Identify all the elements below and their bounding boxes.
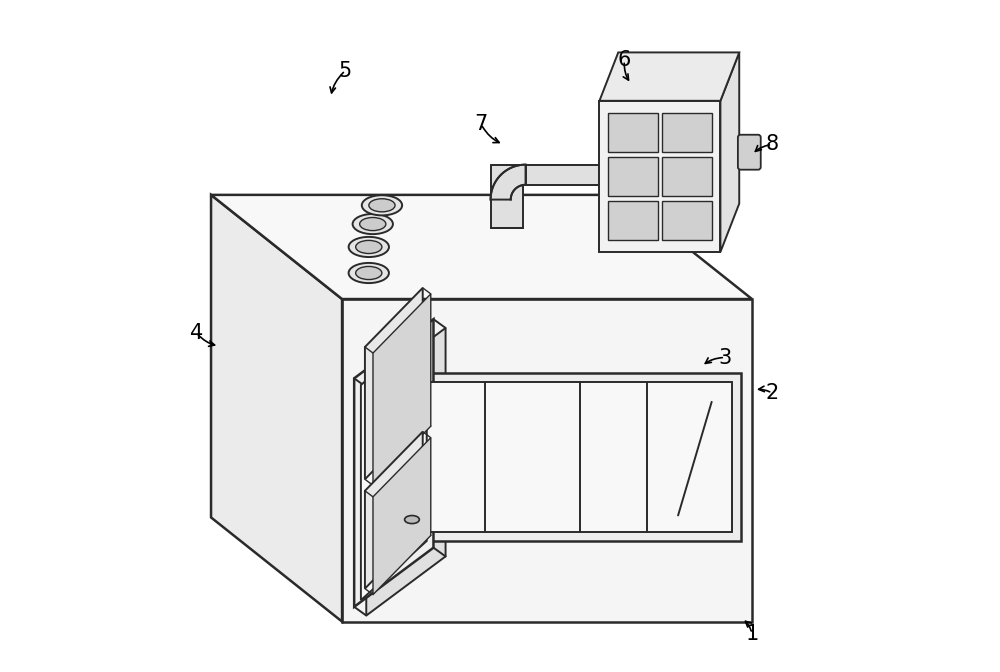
Text: 4: 4 bbox=[190, 323, 203, 343]
Polygon shape bbox=[608, 113, 658, 153]
Ellipse shape bbox=[353, 214, 393, 234]
Polygon shape bbox=[365, 431, 423, 589]
Ellipse shape bbox=[349, 263, 389, 283]
Text: 7: 7 bbox=[475, 114, 488, 134]
Polygon shape bbox=[491, 165, 523, 228]
Polygon shape bbox=[211, 195, 342, 622]
Polygon shape bbox=[662, 200, 712, 240]
Polygon shape bbox=[373, 437, 431, 595]
Ellipse shape bbox=[405, 515, 419, 523]
Polygon shape bbox=[599, 52, 739, 101]
Polygon shape bbox=[354, 319, 433, 607]
Polygon shape bbox=[371, 373, 741, 541]
Text: 8: 8 bbox=[766, 134, 779, 155]
Polygon shape bbox=[366, 328, 446, 616]
Polygon shape bbox=[662, 157, 712, 196]
Text: 6: 6 bbox=[618, 50, 631, 71]
Ellipse shape bbox=[369, 199, 395, 212]
Polygon shape bbox=[380, 382, 732, 532]
Polygon shape bbox=[365, 288, 423, 479]
FancyBboxPatch shape bbox=[738, 134, 761, 169]
Polygon shape bbox=[608, 200, 658, 240]
Ellipse shape bbox=[356, 266, 382, 280]
Text: 3: 3 bbox=[718, 347, 732, 368]
Text: 1: 1 bbox=[745, 624, 759, 644]
Ellipse shape bbox=[360, 218, 386, 230]
Polygon shape bbox=[599, 101, 720, 252]
Polygon shape bbox=[608, 157, 658, 196]
Ellipse shape bbox=[349, 237, 389, 257]
Polygon shape bbox=[361, 326, 427, 600]
Ellipse shape bbox=[362, 195, 402, 215]
Polygon shape bbox=[211, 195, 752, 299]
Polygon shape bbox=[373, 294, 431, 485]
Polygon shape bbox=[720, 52, 739, 252]
Polygon shape bbox=[662, 113, 712, 153]
Ellipse shape bbox=[356, 241, 382, 253]
Polygon shape bbox=[526, 165, 599, 185]
Polygon shape bbox=[342, 299, 752, 622]
Text: 2: 2 bbox=[766, 383, 779, 403]
Text: 5: 5 bbox=[339, 60, 352, 81]
Polygon shape bbox=[491, 165, 526, 200]
